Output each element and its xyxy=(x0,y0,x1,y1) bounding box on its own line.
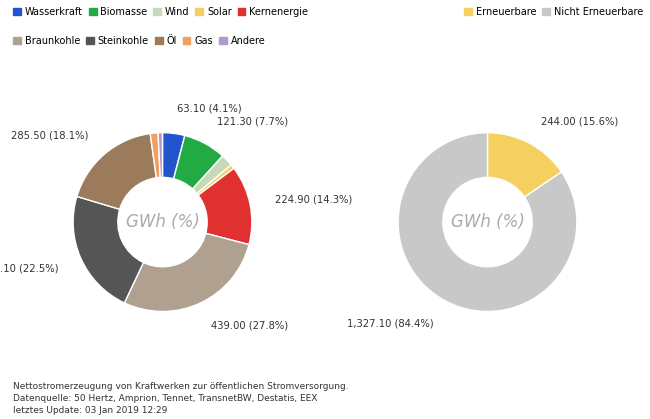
Wedge shape xyxy=(174,135,222,189)
Wedge shape xyxy=(488,133,562,197)
Text: 121.30 (7.7%): 121.30 (7.7%) xyxy=(217,116,288,127)
Text: 1,327.10 (84.4%): 1,327.10 (84.4%) xyxy=(347,318,434,328)
Wedge shape xyxy=(124,233,249,311)
Text: GWh (%): GWh (%) xyxy=(450,213,525,231)
Wedge shape xyxy=(197,165,234,195)
Text: Nettostromerzeugung von Kraftwerken zur öffentlichen Stromversorgung.
Datenquell: Nettostromerzeugung von Kraftwerken zur … xyxy=(13,382,348,415)
Text: GWh (%): GWh (%) xyxy=(125,213,200,231)
Text: 224.90 (14.3%): 224.90 (14.3%) xyxy=(275,195,352,205)
Wedge shape xyxy=(192,156,231,194)
Wedge shape xyxy=(77,134,157,209)
Wedge shape xyxy=(198,168,252,245)
Wedge shape xyxy=(162,133,185,179)
Wedge shape xyxy=(158,133,162,177)
Legend: Erneuerbare, Nicht Erneuerbare: Erneuerbare, Nicht Erneuerbare xyxy=(462,5,645,19)
Wedge shape xyxy=(398,133,577,311)
Legend: Wasserkraft, Biomasse, Wind, Solar, Kernenergie: Wasserkraft, Biomasse, Wind, Solar, Kern… xyxy=(11,5,310,19)
Text: 244.00 (15.6%): 244.00 (15.6%) xyxy=(541,116,618,126)
Text: 439.00 (27.8%): 439.00 (27.8%) xyxy=(211,321,288,331)
Wedge shape xyxy=(73,197,144,303)
Text: 285.50 (18.1%): 285.50 (18.1%) xyxy=(10,130,88,140)
Wedge shape xyxy=(150,133,161,178)
Text: 355.10 (22.5%): 355.10 (22.5%) xyxy=(0,264,58,274)
Text: 63.10 (4.1%): 63.10 (4.1%) xyxy=(177,103,242,114)
Legend: Braunkohle, Steinkohle, Öl, Gas, Andere: Braunkohle, Steinkohle, Öl, Gas, Andere xyxy=(11,34,267,48)
